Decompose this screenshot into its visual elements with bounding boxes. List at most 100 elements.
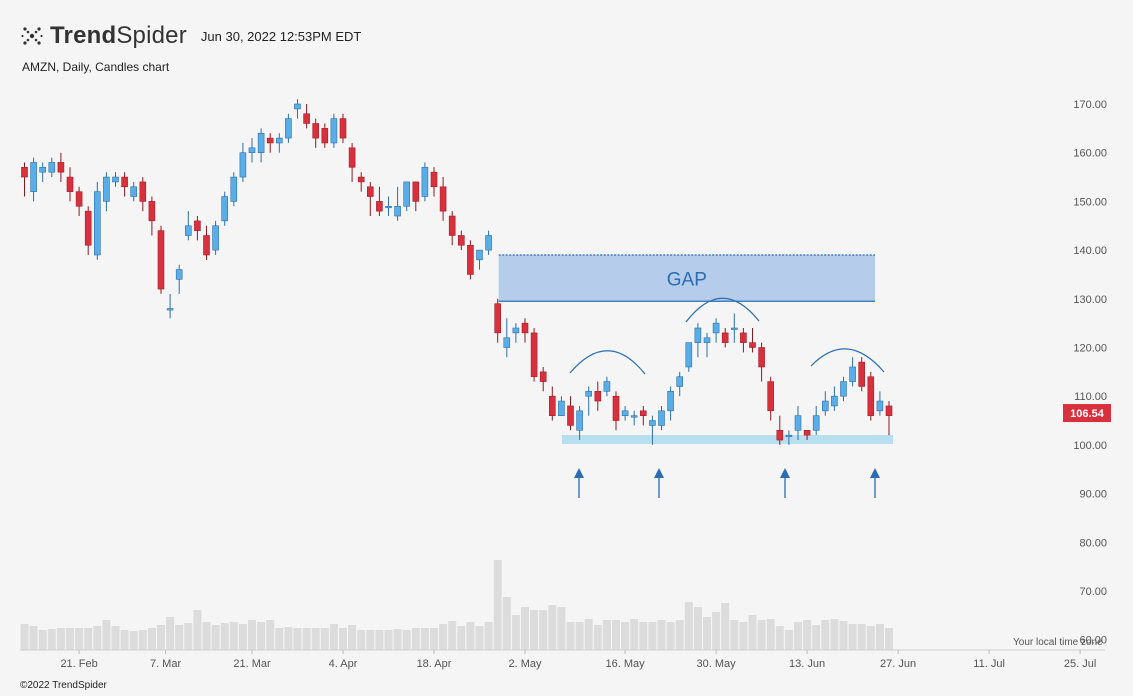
candle-up [712,322,720,334]
volume-bar [138,630,147,650]
candle-down [594,391,602,402]
copyright: ©2022 TrendSpider [20,680,107,691]
x-tick-label: 2. May [508,658,542,670]
volume-bar [630,619,639,650]
candle-up [30,162,37,192]
timezone-label[interactable]: Your local time zone [1013,637,1103,648]
volume-bar [521,607,529,650]
candle-up [694,327,702,343]
volume-bar [157,625,165,650]
candle-up [876,400,884,412]
y-tick-label: 150.00 [1073,196,1107,208]
volume-bar [848,624,857,650]
x-tick-label: 21. Mar [233,658,271,670]
gap-zone [498,254,875,302]
x-axis: 21. Feb 7. Mar 21. Mar 4. Apr 18. Apr 2. May 1… [20,649,1105,670]
volume-bar [20,624,29,650]
volume-bar [329,624,338,650]
candle-up [785,434,793,437]
candle-up [512,327,520,334]
candle-down [721,332,729,343]
x-tick-label: 27. Jun [880,658,916,670]
y-tick-label: 120.00 [1073,343,1107,355]
pattern-arc [569,350,646,375]
volume-bar [748,615,757,650]
volume-bar [730,620,739,650]
support-arrow-icon [780,468,790,478]
volume-bar [293,628,302,650]
volume-bar [175,625,184,650]
volume-bar [575,622,584,650]
candle-down [457,235,465,246]
candle-down [776,429,784,441]
candle-up [840,381,847,397]
candle-up [503,337,511,348]
volume-bar [539,610,548,650]
volume-bar [220,623,229,650]
volume-bar [530,610,539,650]
volume-bar [511,615,520,650]
x-tick-label: 16. May [606,658,646,670]
candle-up [812,415,820,431]
candle-up [39,167,47,173]
support-arrow-icon [870,468,880,478]
volume-bar [411,628,420,650]
candle-down [803,429,811,436]
candle-down [84,210,92,246]
volume-bar [484,622,493,650]
support-zone [562,435,893,444]
volume-bar [38,630,47,650]
candle-down [139,181,147,202]
volume-bar [448,621,457,650]
volume-bar [229,622,238,650]
volume-bar [166,617,175,650]
y-tick-label: 60.00 [1079,635,1107,647]
y-tick-label: 100.00 [1073,440,1107,452]
x-tick-label: 7. Mar [150,658,182,670]
volume-bar [593,625,602,650]
candle-up [621,410,629,416]
candle-down [749,342,756,348]
volume-bar [784,630,793,650]
volume-bar [466,622,475,650]
x-tick-label: 21. Feb [60,658,97,670]
candle-up [667,391,674,412]
candle-down [539,371,547,382]
candle-up [275,137,283,144]
volume-bar [803,620,812,650]
pattern-arc [810,348,885,373]
volume-bar [111,626,120,650]
volume-bar [266,620,275,650]
volume-bar [830,619,839,650]
candle-up [794,415,802,431]
candle-down [567,405,574,426]
candle-up [130,186,137,197]
candle-down [21,167,28,178]
candle-up [239,152,247,178]
last-price-tag [1063,404,1111,423]
candle-down [348,147,356,168]
volume-bar [566,622,575,650]
y-tick-label: 160.00 [1073,148,1107,160]
candle-up [221,196,228,222]
y-tick-label: 70.00 [1079,586,1107,598]
volume-bar [703,617,711,650]
candle-up [476,249,483,261]
volume-bar [866,626,875,650]
volume-bar [502,597,511,650]
candle-up [94,191,101,256]
candle-down [412,181,420,202]
candle-up [703,337,711,343]
volume-bar [657,620,666,650]
candle-down [430,171,438,188]
candle-down [339,118,347,139]
volume-bar [384,630,393,650]
volume-bar [821,620,830,650]
x-tick-label: 18. Apr [417,658,452,670]
candle-up [403,181,411,207]
candle-up [658,410,665,426]
x-tick-label: 13. Jun [789,658,825,670]
volume-bar [693,607,702,650]
volume-bar [457,626,466,650]
